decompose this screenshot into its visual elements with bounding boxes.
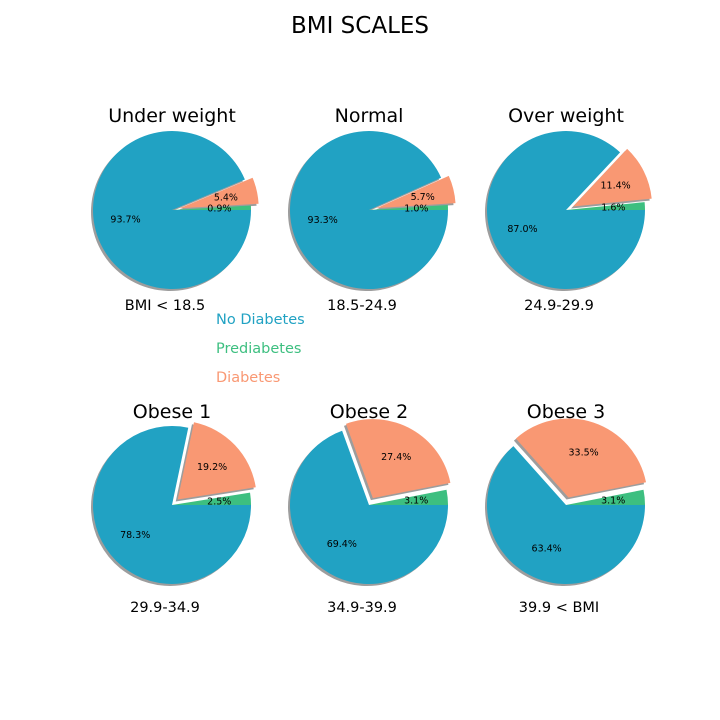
pie-pct-label: 3.1% xyxy=(404,495,428,506)
pie-slice-no-diabetes xyxy=(487,446,646,584)
pie-title: Over weight xyxy=(508,105,624,127)
pie-slice-diabetes xyxy=(573,148,652,207)
pie-pct-label: 93.7% xyxy=(110,214,140,225)
pie-slice-no-diabetes xyxy=(289,430,448,584)
pie-over-weight: 87.0% 1.6% 11.4% Over weight 24.9-29.9 xyxy=(484,105,652,314)
pie-pct-label: 69.4% xyxy=(327,539,357,550)
pie-pct-label: 1.0% xyxy=(404,204,428,215)
pie-slice-prediabetes xyxy=(566,489,645,505)
pie-obese-1: 78.3% 2.5% 19.2% Obese 1 29.9-34.9 xyxy=(91,401,256,616)
pie-pct-label: 3.1% xyxy=(601,495,625,506)
legend-entry-prediabetes: Prediabetes xyxy=(216,341,301,357)
legend-entry-no-diabetes: No Diabetes xyxy=(216,312,305,328)
pie-xlabel: 34.9-39.9 xyxy=(327,600,397,616)
pie-title: Obese 2 xyxy=(330,401,408,423)
pie-slice-diabetes xyxy=(345,419,451,499)
suptitle: BMI SCALES xyxy=(291,13,429,39)
pie-xlabel: BMI < 18.5 xyxy=(125,298,205,314)
pie-pct-label: 2.5% xyxy=(207,496,231,507)
pie-pct-label: 19.2% xyxy=(197,462,227,473)
pie-xlabel: 18.5-24.9 xyxy=(327,298,397,314)
pie-slice-diabetes xyxy=(515,418,647,498)
pie-obese-2: 69.4% 3.1% 27.4% Obese 2 34.9-39.9 xyxy=(288,401,451,616)
pie-title: Under weight xyxy=(108,105,236,127)
pie-slice-diabetes xyxy=(376,175,456,209)
pie-slice-prediabetes xyxy=(172,492,251,505)
pie-pct-label: 11.4% xyxy=(600,181,630,192)
pie-slice-prediabetes xyxy=(369,489,448,505)
pie-slice-no-diabetes xyxy=(487,131,645,290)
pie-xlabel: 39.9 < BMI xyxy=(519,600,599,616)
pie-pct-label: 5.7% xyxy=(411,192,435,203)
pie-pct-label: 87.0% xyxy=(507,224,537,235)
pie-charts: 93.7% 0.9%5.4% Under weight BMI < 18.5 93.3%… xyxy=(91,105,652,616)
pie-title: Obese 3 xyxy=(527,401,605,423)
pie-pct-label: 93.3% xyxy=(308,215,338,226)
pie-pct-label: 63.4% xyxy=(532,543,562,554)
pie-pct-label: 27.4% xyxy=(381,452,411,463)
pie-pct-label: 0.9% xyxy=(207,204,231,215)
pie-slice-prediabetes xyxy=(369,205,448,210)
pie-pct-label: 33.5% xyxy=(568,448,598,459)
legend: No Diabetes Prediabetes Diabetes xyxy=(216,312,305,386)
pie-slice-prediabetes xyxy=(172,205,251,210)
pie-pct-label: 78.3% xyxy=(120,530,150,541)
pie-xlabel: 24.9-29.9 xyxy=(524,298,594,314)
pie-slice-prediabetes xyxy=(566,202,645,210)
pie-slice-no-diabetes xyxy=(93,131,251,290)
pie-pct-label: 5.4% xyxy=(214,193,238,204)
pie-pct-label: 1.6% xyxy=(601,203,625,214)
legend-entry-diabetes: Diabetes xyxy=(216,370,280,386)
pie-slice-diabetes xyxy=(177,422,256,500)
pie-under-weight: 93.7% 0.9%5.4% Under weight BMI < 18.5 xyxy=(91,105,259,314)
pie-title: Normal xyxy=(335,105,404,127)
pie-obese-3: 63.4% 3.1% 33.5% Obese 3 39.9 < BMI xyxy=(485,401,647,616)
pie-xlabel: 29.9-34.9 xyxy=(130,600,200,616)
pie-slice-diabetes xyxy=(179,177,259,209)
pie-normal: 93.3% 1.0%5.7% Normal 18.5-24.9 xyxy=(288,105,456,314)
pie-title: Obese 1 xyxy=(133,401,211,423)
